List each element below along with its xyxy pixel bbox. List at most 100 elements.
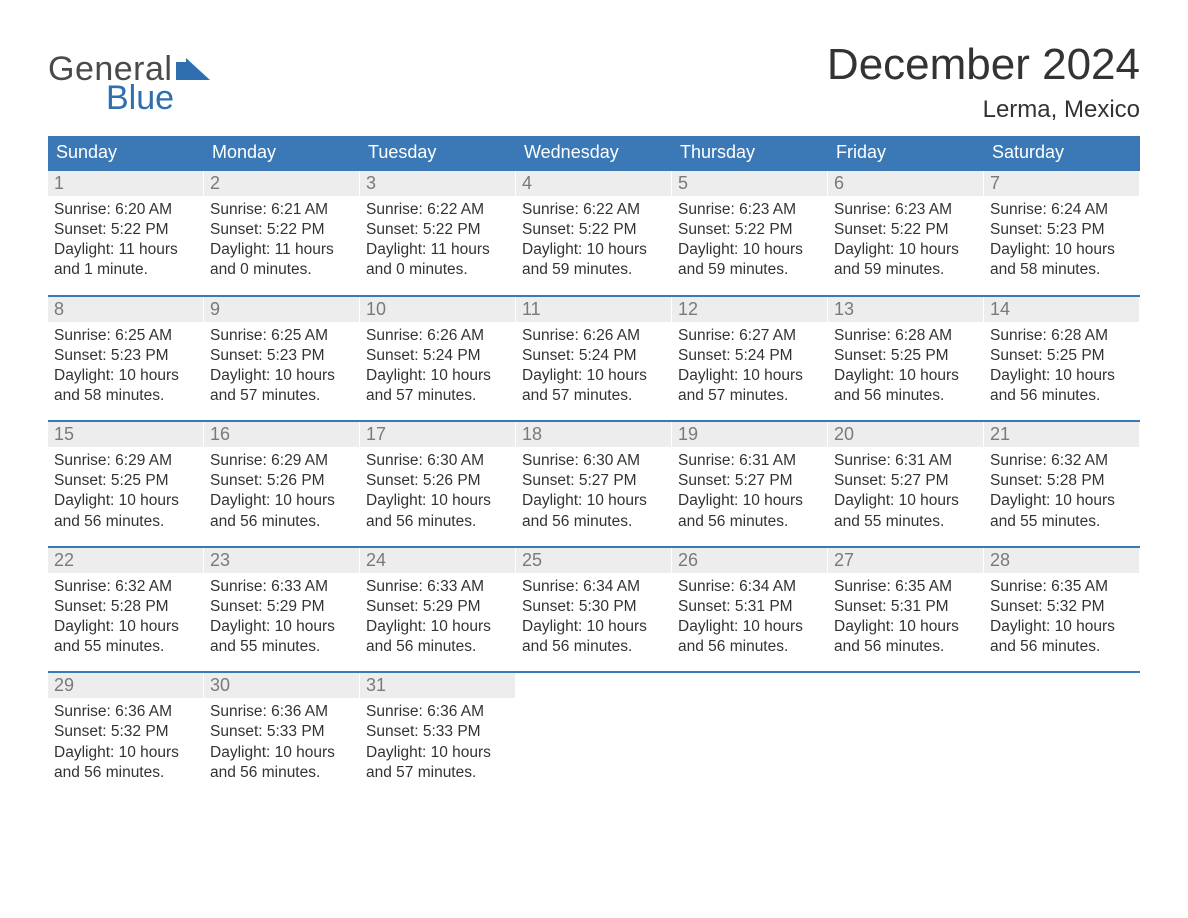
- day-cell: 9Sunrise: 6:25 AMSunset: 5:23 PMDaylight…: [204, 297, 360, 415]
- day-cell: 11Sunrise: 6:26 AMSunset: 5:24 PMDayligh…: [516, 297, 672, 415]
- week-row: 22Sunrise: 6:32 AMSunset: 5:28 PMDayligh…: [48, 546, 1140, 666]
- sunrise-text: Sunrise: 6:27 AM: [678, 326, 821, 346]
- day-details: Sunrise: 6:33 AMSunset: 5:29 PMDaylight:…: [360, 573, 515, 666]
- sunset-text: Sunset: 5:28 PM: [990, 471, 1133, 491]
- sunset-text: Sunset: 5:25 PM: [834, 346, 977, 366]
- day-cell: 24Sunrise: 6:33 AMSunset: 5:29 PMDayligh…: [360, 548, 516, 666]
- dayname: Monday: [204, 136, 360, 169]
- day-cell: 31Sunrise: 6:36 AMSunset: 5:33 PMDayligh…: [360, 673, 516, 791]
- sunrise-text: Sunrise: 6:26 AM: [366, 326, 509, 346]
- daylight-line1: Daylight: 10 hours: [990, 366, 1133, 386]
- sunrise-text: Sunrise: 6:29 AM: [54, 451, 197, 471]
- sunset-text: Sunset: 5:27 PM: [834, 471, 977, 491]
- day-cell: 14Sunrise: 6:28 AMSunset: 5:25 PMDayligh…: [984, 297, 1140, 415]
- sunrise-text: Sunrise: 6:20 AM: [54, 200, 197, 220]
- daylight-line1: Daylight: 10 hours: [678, 491, 821, 511]
- empty-cell: [516, 673, 672, 791]
- day-cell: 27Sunrise: 6:35 AMSunset: 5:31 PMDayligh…: [828, 548, 984, 666]
- day-details: Sunrise: 6:36 AMSunset: 5:33 PMDaylight:…: [204, 698, 359, 791]
- sunset-text: Sunset: 5:25 PM: [990, 346, 1133, 366]
- day-details: Sunrise: 6:23 AMSunset: 5:22 PMDaylight:…: [828, 196, 983, 289]
- daylight-line1: Daylight: 10 hours: [210, 617, 353, 637]
- day-details: Sunrise: 6:36 AMSunset: 5:33 PMDaylight:…: [360, 698, 515, 791]
- sunset-text: Sunset: 5:29 PM: [210, 597, 353, 617]
- sunrise-text: Sunrise: 6:28 AM: [834, 326, 977, 346]
- day-details: Sunrise: 6:27 AMSunset: 5:24 PMDaylight:…: [672, 322, 827, 415]
- sunrise-text: Sunrise: 6:36 AM: [54, 702, 197, 722]
- daylight-line2: and 56 minutes.: [366, 637, 509, 657]
- daylight-line1: Daylight: 10 hours: [366, 491, 509, 511]
- sunset-text: Sunset: 5:24 PM: [366, 346, 509, 366]
- daylight-line1: Daylight: 10 hours: [522, 617, 665, 637]
- daylight-line1: Daylight: 10 hours: [366, 617, 509, 637]
- daylight-line1: Daylight: 10 hours: [366, 743, 509, 763]
- day-number: 25: [516, 548, 671, 573]
- daylight-line2: and 57 minutes.: [366, 763, 509, 783]
- daylight-line1: Daylight: 10 hours: [522, 491, 665, 511]
- day-number: 21: [984, 422, 1139, 447]
- sunrise-text: Sunrise: 6:34 AM: [678, 577, 821, 597]
- dayname: Sunday: [48, 136, 204, 169]
- daylight-line2: and 56 minutes.: [678, 512, 821, 532]
- daylight-line1: Daylight: 10 hours: [210, 366, 353, 386]
- day-details: Sunrise: 6:32 AMSunset: 5:28 PMDaylight:…: [984, 447, 1139, 540]
- day-details: Sunrise: 6:23 AMSunset: 5:22 PMDaylight:…: [672, 196, 827, 289]
- sunrise-text: Sunrise: 6:26 AM: [522, 326, 665, 346]
- day-cell: 26Sunrise: 6:34 AMSunset: 5:31 PMDayligh…: [672, 548, 828, 666]
- daylight-line2: and 55 minutes.: [54, 637, 197, 657]
- daylight-line2: and 1 minute.: [54, 260, 197, 280]
- day-cell: 13Sunrise: 6:28 AMSunset: 5:25 PMDayligh…: [828, 297, 984, 415]
- empty-cell: [984, 673, 1140, 791]
- week-row: 15Sunrise: 6:29 AMSunset: 5:25 PMDayligh…: [48, 420, 1140, 540]
- daylight-line2: and 56 minutes.: [54, 763, 197, 783]
- sunset-text: Sunset: 5:26 PM: [210, 471, 353, 491]
- day-number: 16: [204, 422, 359, 447]
- day-details: Sunrise: 6:22 AMSunset: 5:22 PMDaylight:…: [360, 196, 515, 289]
- sunset-text: Sunset: 5:28 PM: [54, 597, 197, 617]
- day-number: 24: [360, 548, 515, 573]
- day-number: 12: [672, 297, 827, 322]
- day-details: Sunrise: 6:22 AMSunset: 5:22 PMDaylight:…: [516, 196, 671, 289]
- day-details: Sunrise: 6:28 AMSunset: 5:25 PMDaylight:…: [984, 322, 1139, 415]
- day-number: 29: [48, 673, 203, 698]
- day-details: Sunrise: 6:35 AMSunset: 5:32 PMDaylight:…: [984, 573, 1139, 666]
- daylight-line2: and 56 minutes.: [522, 637, 665, 657]
- sunset-text: Sunset: 5:32 PM: [54, 722, 197, 742]
- daylight-line2: and 58 minutes.: [990, 260, 1133, 280]
- weeks-container: 1Sunrise: 6:20 AMSunset: 5:22 PMDaylight…: [48, 169, 1140, 791]
- day-cell: 8Sunrise: 6:25 AMSunset: 5:23 PMDaylight…: [48, 297, 204, 415]
- sunrise-text: Sunrise: 6:23 AM: [834, 200, 977, 220]
- daylight-line1: Daylight: 10 hours: [834, 240, 977, 260]
- day-details: Sunrise: 6:34 AMSunset: 5:31 PMDaylight:…: [672, 573, 827, 666]
- sunset-text: Sunset: 5:22 PM: [366, 220, 509, 240]
- day-cell: 17Sunrise: 6:30 AMSunset: 5:26 PMDayligh…: [360, 422, 516, 540]
- sunrise-text: Sunrise: 6:36 AM: [366, 702, 509, 722]
- day-cell: 20Sunrise: 6:31 AMSunset: 5:27 PMDayligh…: [828, 422, 984, 540]
- daylight-line1: Daylight: 10 hours: [210, 743, 353, 763]
- dayname-row: SundayMondayTuesdayWednesdayThursdayFrid…: [48, 136, 1140, 169]
- sunset-text: Sunset: 5:33 PM: [366, 722, 509, 742]
- sunrise-text: Sunrise: 6:21 AM: [210, 200, 353, 220]
- daylight-line2: and 56 minutes.: [990, 637, 1133, 657]
- sunset-text: Sunset: 5:33 PM: [210, 722, 353, 742]
- day-cell: 30Sunrise: 6:36 AMSunset: 5:33 PMDayligh…: [204, 673, 360, 791]
- sunset-text: Sunset: 5:26 PM: [366, 471, 509, 491]
- daylight-line1: Daylight: 10 hours: [678, 240, 821, 260]
- title-block: December 2024 Lerma, Mexico: [827, 40, 1140, 124]
- week-row: 29Sunrise: 6:36 AMSunset: 5:32 PMDayligh…: [48, 671, 1140, 791]
- day-details: Sunrise: 6:26 AMSunset: 5:24 PMDaylight:…: [516, 322, 671, 415]
- page-title: December 2024: [827, 40, 1140, 90]
- daylight-line1: Daylight: 10 hours: [678, 366, 821, 386]
- daylight-line2: and 59 minutes.: [834, 260, 977, 280]
- day-details: Sunrise: 6:31 AMSunset: 5:27 PMDaylight:…: [672, 447, 827, 540]
- day-details: Sunrise: 6:29 AMSunset: 5:26 PMDaylight:…: [204, 447, 359, 540]
- day-details: Sunrise: 6:25 AMSunset: 5:23 PMDaylight:…: [204, 322, 359, 415]
- daylight-line2: and 57 minutes.: [678, 386, 821, 406]
- sunset-text: Sunset: 5:31 PM: [678, 597, 821, 617]
- day-number: 5: [672, 171, 827, 196]
- day-number: 8: [48, 297, 203, 322]
- daylight-line2: and 57 minutes.: [522, 386, 665, 406]
- day-number: 18: [516, 422, 671, 447]
- sunset-text: Sunset: 5:24 PM: [522, 346, 665, 366]
- day-details: Sunrise: 6:29 AMSunset: 5:25 PMDaylight:…: [48, 447, 203, 540]
